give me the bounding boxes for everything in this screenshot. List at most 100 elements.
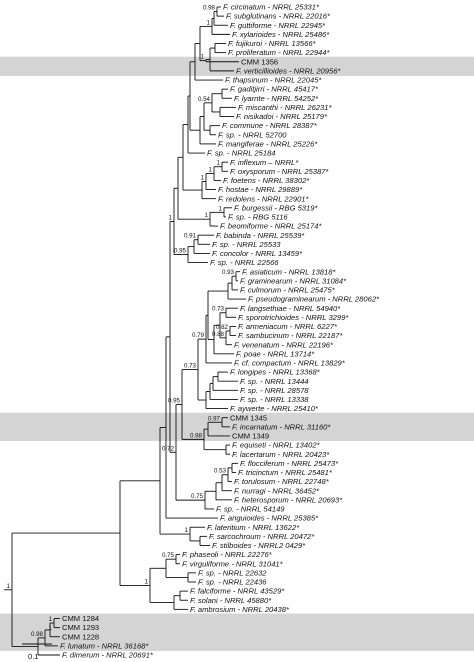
taxon-label: F. sp. - NRRL 13338 <box>240 395 309 404</box>
taxon-label: F. sp. - NRRL 25184 <box>207 149 276 158</box>
taxon-label: F. falciforme - NRRL 43529* <box>190 587 285 596</box>
support-value: 1 <box>185 527 189 534</box>
isolate-label: CMM 1349 <box>232 432 269 441</box>
support-value: 1 <box>169 214 173 221</box>
support-value: 1 <box>7 583 11 590</box>
support-value: 0.54 <box>198 96 211 103</box>
support-value: 1 <box>201 175 205 182</box>
taxon-label: F. culmorum - NRRL 25475* <box>240 286 336 295</box>
taxon-label: F. subglutinans - NRRL 22016* <box>226 12 331 21</box>
taxon-label: F. sp. - NRRL 54149 <box>216 505 285 514</box>
support-value: 1 <box>145 578 149 585</box>
support-value: 1 <box>49 616 53 623</box>
support-value: 0.93 <box>222 269 235 276</box>
taxon-label: F. anguioides - NRRL 25385* <box>220 514 319 523</box>
taxon-label: F. tricinctum - NRRL 25481* <box>238 468 333 477</box>
taxon-label: F. sp. - NRRL 25533 <box>212 240 281 249</box>
taxon-label: F. venenatum - NRRL 22196* <box>234 340 334 349</box>
isolate-label: CMM 1293 <box>62 623 99 632</box>
taxon-label: F. incarnatum - NRRL 31160* <box>232 422 331 431</box>
support-value: 1 <box>201 54 205 61</box>
taxon-label: F. armeniacum - NRRL 6227* <box>238 322 338 331</box>
taxon-label: F. proliferatum - NRRL 22944* <box>228 48 330 57</box>
support-value: 0.73 <box>212 306 225 313</box>
taxon-label: F. xylarioides - NRRL 25486* <box>232 30 330 39</box>
taxon-label: F. asiaticum - NRRL 13818* <box>242 267 336 276</box>
support-value: 1 <box>219 205 223 212</box>
support-value: 0.79 <box>192 332 205 339</box>
support-value: 0.98 <box>31 631 44 638</box>
taxon-label: F. equiseti - NRRL 13402* <box>232 441 321 450</box>
taxon-label: F. concolor - NRRL 13459* <box>212 249 303 258</box>
support-value: 0.98 <box>203 5 216 12</box>
taxon-label: F. lateritium - NRRL 13622* <box>207 523 300 532</box>
support-value: 1 <box>209 167 213 174</box>
taxon-label: F. lunatum - NRRL 36168* <box>60 641 149 650</box>
taxon-label: F. miscanthi - NRRL 26231* <box>238 103 332 112</box>
taxon-label: F. oxysporum - NRRL 25387* <box>230 167 330 176</box>
taxon-label: F. flocciferum - NRRL 25473* <box>240 459 339 468</box>
taxon-label: F. lacertarum - NRRL 20423* <box>232 450 330 459</box>
isolate-label: CMM 1345 <box>230 413 267 422</box>
taxon-label: F. thapsinum - NRRL 22045* <box>225 76 322 85</box>
support-value: 0.88 <box>212 331 225 338</box>
scale-bar-label: 0.1 <box>28 652 39 661</box>
taxon-label: F. guttiforme - NRRL 22945* <box>230 21 326 30</box>
support-value: 0.95 <box>168 397 181 404</box>
taxon-label: F. mangiferae - NRRL 25226* <box>218 140 318 149</box>
taxon-label: F. solani - NRRL 45880* <box>190 596 272 605</box>
cmm-highlight-band <box>0 613 474 651</box>
taxon-label: F. sp. - NRRL 13444 <box>240 377 309 386</box>
taxon-label: F. verticillioides - NRRL 20956* <box>236 66 341 75</box>
support-value: 0.91 <box>184 233 197 240</box>
taxon-label: F. beomiforme - NRRL 25174* <box>220 222 322 231</box>
support-value: 0.75 <box>191 493 204 500</box>
support-value: 0.97 <box>208 415 221 422</box>
taxon-label: F. hostae - NRRL 29889* <box>218 185 303 194</box>
cmm-highlight-band <box>0 56 474 76</box>
taxon-label: F. cf. compactum - NRRL 13829* <box>234 359 346 368</box>
taxon-label: F. dimerum - NRRL 20691* <box>62 651 154 660</box>
taxon-label: F. lyarnte - NRRL 54252* <box>234 94 319 103</box>
support-value: 0.72 <box>162 445 175 452</box>
taxon-label: F. poae - NRRL 13714* <box>236 349 315 358</box>
taxon-label: F. stilboides - NRRL2 0429* <box>212 541 306 550</box>
support-value: 0.75 <box>162 552 175 559</box>
taxon-label: F. babinda - NRRL 25539* <box>216 231 305 240</box>
taxon-label: F. longipes - NRRL 13368* <box>230 368 321 377</box>
support-value: 0.95 <box>174 248 187 255</box>
taxon-label: F. sp. - NRRL 22436 <box>198 578 267 587</box>
taxon-label: F. sarcochroum - NRRL 20472* <box>209 532 315 541</box>
support-value: 1 <box>207 19 211 26</box>
taxon-label: F. foetens - NRRL 38302* <box>223 176 310 185</box>
isolate-label: CMM 1356 <box>241 57 278 66</box>
taxon-label: F. nisikadoi - NRRL 25179* <box>236 112 328 121</box>
isolate-label: CMM 1228 <box>62 632 99 641</box>
taxon-label: F. inflexum – NRRL* <box>230 158 299 167</box>
isolate-label: CMM 1284 <box>62 614 99 623</box>
taxon-label: F. sp. - NRRL 52700 <box>218 130 287 139</box>
taxon-label: F. circinatum - NRRL 25331* <box>223 3 320 12</box>
support-value: 0.53 <box>214 468 227 475</box>
taxon-label: F. sp. - NRRL 22566 <box>210 258 279 267</box>
taxon-label: F. graminearum - NRRL 31084* <box>240 276 347 285</box>
support-value: 0.73 <box>184 363 197 370</box>
cmm-highlight-band <box>0 412 474 441</box>
taxon-label: F. virguliforme - NRRL 31041* <box>182 559 284 568</box>
support-value: 0.82 <box>216 324 229 331</box>
taxon-label: F. phaseoli - NRRL 22276* <box>182 550 273 559</box>
support-value: 0.98 <box>190 432 203 439</box>
taxon-label: F. sp. - NRRL 22632 <box>198 568 267 577</box>
taxon-label: F. sporotrichioides - NRRL 3299* <box>238 313 349 322</box>
taxon-label: F. fujikuroi - NRRL 13566* <box>228 39 317 48</box>
taxon-label: F. commune - NRRL 28387* <box>222 121 318 130</box>
taxon-label: F. gaditjirri - NRRL 45417* <box>230 85 319 94</box>
taxon-label: F. aywerte - NRRL 25410* <box>230 404 319 413</box>
taxon-label: F. burgessii - RBG 5319* <box>234 203 318 212</box>
support-value: 1 <box>49 625 53 632</box>
taxon-label: F. pseudograminearum - NRRL 28062* <box>248 295 380 304</box>
taxon-label: F. heterosporum - NRRL 20693* <box>234 495 343 504</box>
taxon-label: F. nurragi - NRRL 36452* <box>234 486 320 495</box>
